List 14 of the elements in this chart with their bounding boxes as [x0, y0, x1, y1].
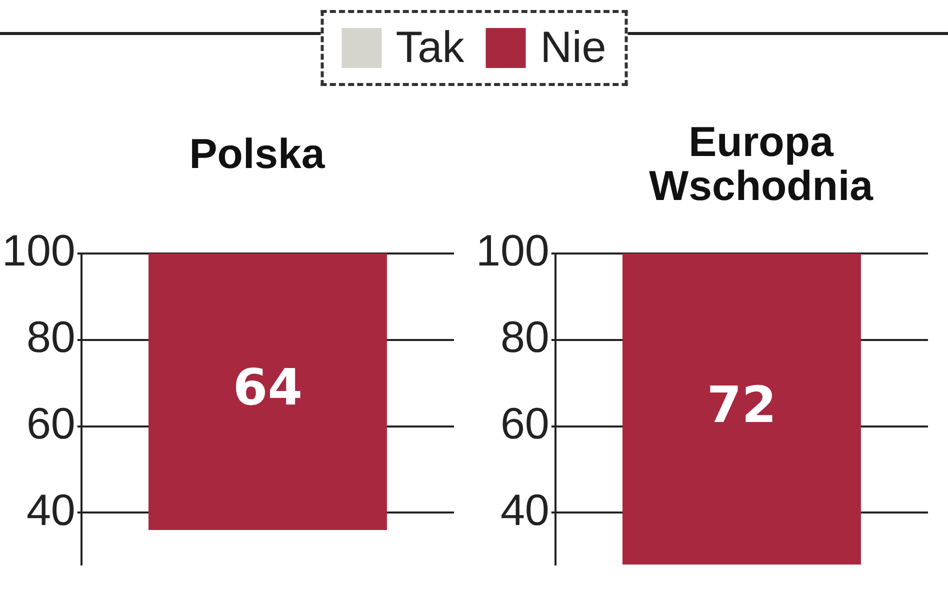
y-tick-label: 60: [500, 399, 550, 448]
legend-label: Tak: [396, 23, 464, 73]
y-tick-label: 40: [500, 486, 550, 535]
legend-label: Nie: [540, 23, 606, 73]
y-tick-label: 60: [26, 399, 76, 448]
y-tick-label: 40: [26, 486, 76, 535]
y-tick-label: 80: [26, 312, 76, 362]
chart-title: Polska: [188, 130, 326, 177]
chart-title: Europa Wschodnia: [648, 118, 874, 209]
y-tick-label: 100: [476, 226, 550, 276]
data-label: 64: [232, 358, 303, 417]
y-tick-label: 100: [2, 226, 76, 276]
data-label: 72: [706, 376, 777, 434]
y-tick-label: 80: [500, 312, 550, 362]
